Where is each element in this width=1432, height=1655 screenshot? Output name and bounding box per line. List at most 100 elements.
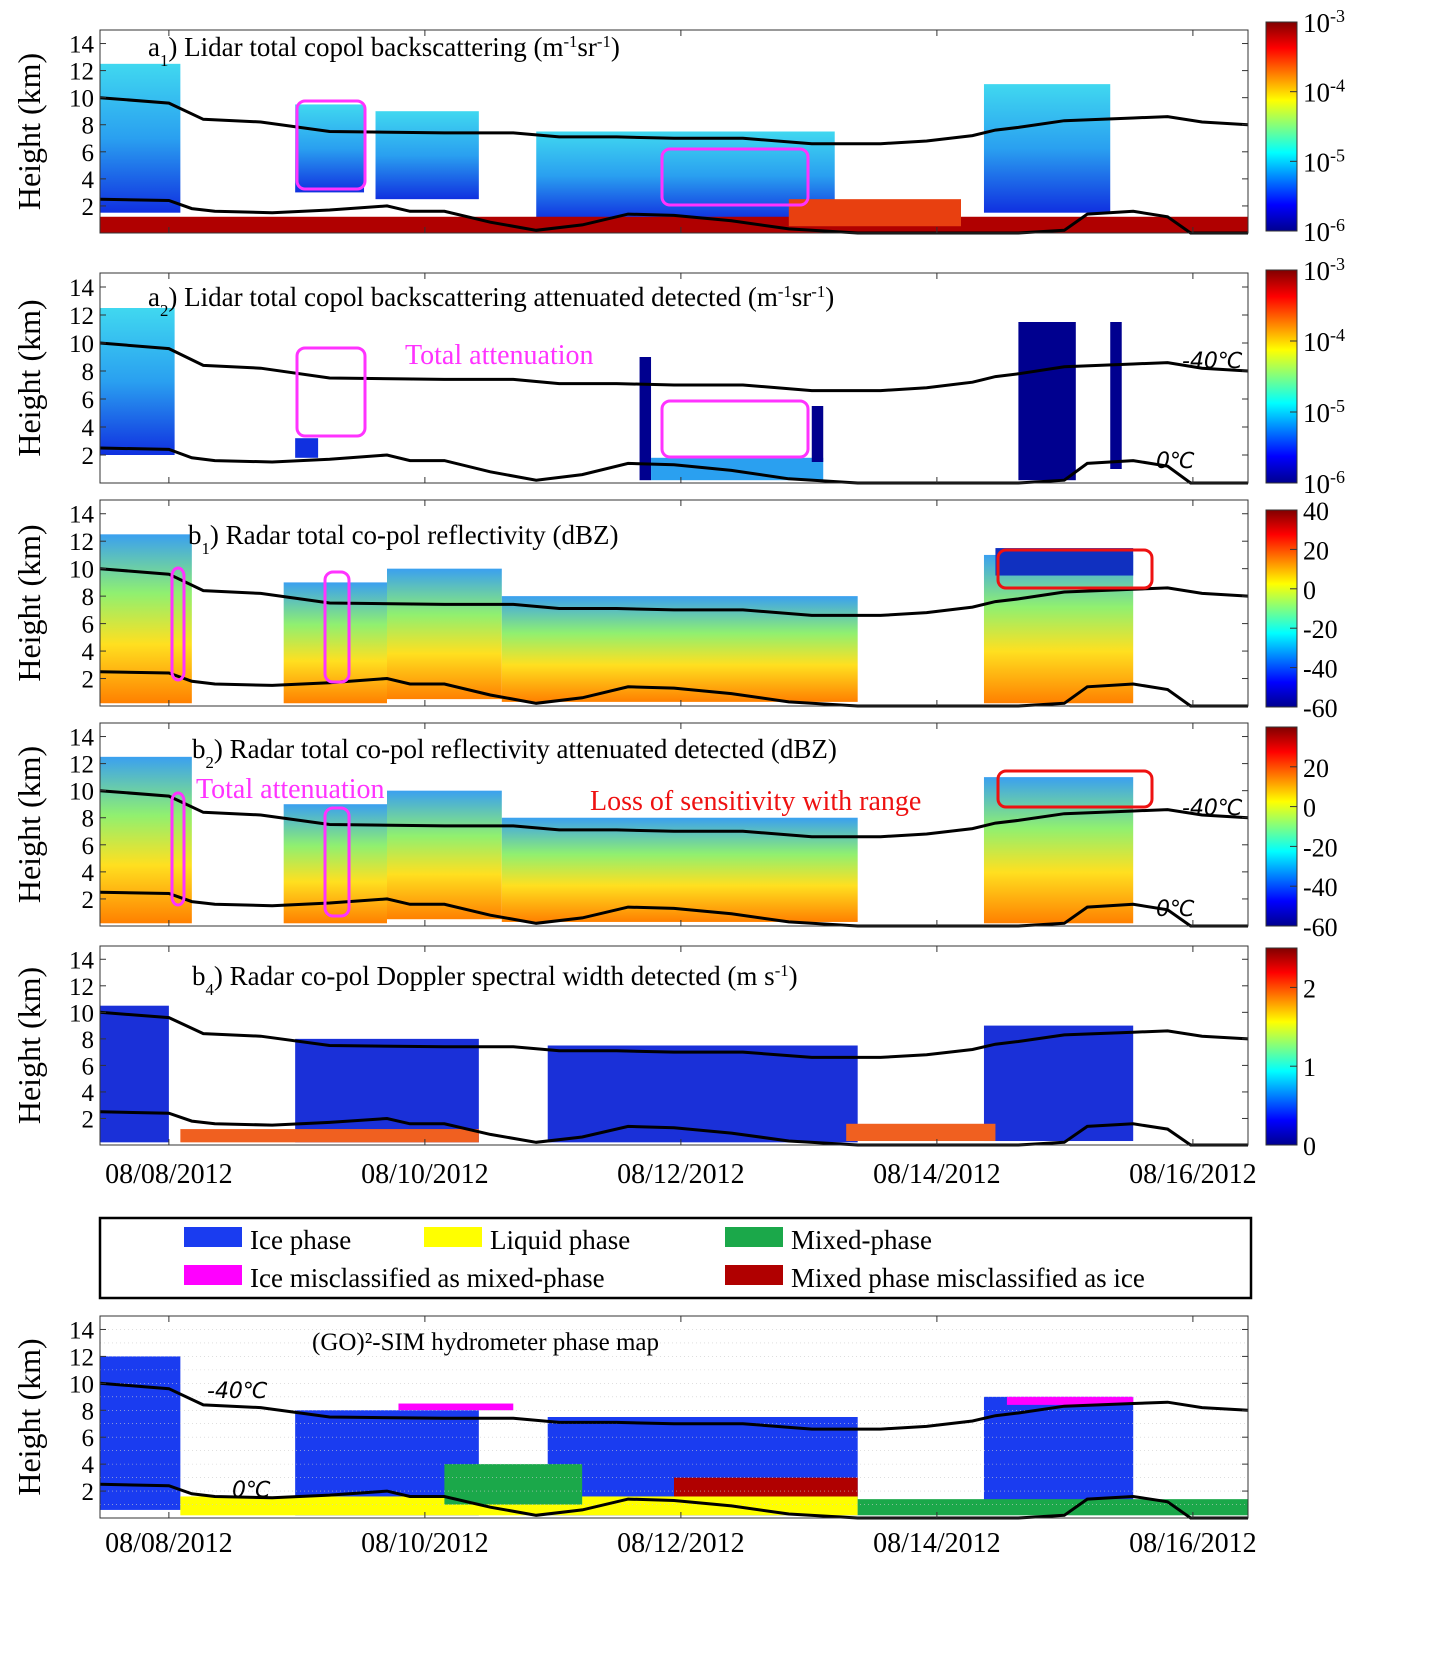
panel-title-b4: b4) Radar co-pol Doppler spectral width … <box>192 961 798 999</box>
isotherm-zero <box>99 1110 1248 1147</box>
y-tick-label: 8 <box>82 359 95 386</box>
y-tick-label: 4 <box>82 860 95 887</box>
y-tick-label: 12 <box>69 1344 94 1371</box>
y-tick-label: 10 <box>69 779 94 806</box>
plot-frame <box>99 722 1249 927</box>
y-axis-label: Height (km) <box>11 1338 47 1495</box>
isotherm-minus40 <box>99 1381 1249 1431</box>
colorbar-tick-label: -40 <box>1303 655 1338 684</box>
y-tick-label: 14 <box>69 947 95 974</box>
cloud-region <box>983 84 1111 213</box>
highlight-box <box>323 570 351 684</box>
phase-map-title: (GO)²-SIM hydrometer phase map <box>312 1329 659 1356</box>
phase-mixed-as-ice <box>674 1477 858 1497</box>
y-tick-label: 4 <box>82 1452 95 1479</box>
highlight-box <box>170 791 186 907</box>
plot-frame <box>99 272 1249 484</box>
colorbar-gradient <box>1265 269 1298 484</box>
colorbar-tick-label: 0 <box>1303 576 1316 605</box>
echo-region <box>501 817 858 922</box>
colorbar-tick-label: 10-6 <box>1303 215 1345 247</box>
legend-swatch-mixed <box>725 1227 783 1247</box>
isotherm-minus40 <box>99 96 1249 146</box>
colorbar-tick-label: 10-3 <box>1303 6 1345 38</box>
y-tick-label: 2 <box>82 1106 95 1133</box>
isotherm-minus40 <box>99 789 1249 839</box>
y-tick-label: 4 <box>82 415 95 442</box>
y-tick-label: 2 <box>82 194 95 221</box>
highlight-box <box>660 147 810 207</box>
y-tick-label: 10 <box>69 86 94 113</box>
y-tick-label: 14 <box>69 275 95 302</box>
colorbar-tick-label: 20 <box>1303 536 1329 565</box>
colorbar-tick-label: 1 <box>1303 1053 1316 1082</box>
cloud-region <box>295 104 365 193</box>
x-tick-label: 08/16/2012 <box>1129 1528 1257 1559</box>
y-axis-label: Height (km) <box>11 53 47 210</box>
colorbar-tick-label: 10-6 <box>1303 467 1345 499</box>
highlight-box <box>660 399 810 459</box>
colorbar-tick-label: -20 <box>1303 833 1338 862</box>
phase-ice-as-mixed <box>398 1403 514 1411</box>
colorbar-a2: 10-3 10-4 10-5 10-6 <box>1265 254 1345 499</box>
echo-region <box>983 554 1134 704</box>
echo-region <box>387 790 502 920</box>
isotherm-minus40 <box>99 341 1249 393</box>
legend-label-mixed: Mixed-phase <box>791 1225 932 1255</box>
y-tick-label: 2 <box>82 887 95 914</box>
colorbar-tick-label: 10-4 <box>1303 76 1345 108</box>
colorbar-b2: 20 0 -20 -40 -60 <box>1265 726 1338 942</box>
colorbar-tick-label: -40 <box>1303 873 1338 902</box>
isotherm-label-minus40: -40℃ <box>1182 796 1243 821</box>
legend-label-liquid: Liquid phase <box>490 1225 630 1255</box>
cloud-region <box>651 457 824 481</box>
phase-mixed <box>857 1499 1248 1516</box>
y-tick-label: 14 <box>69 502 95 529</box>
y-tick-label: 8 <box>82 113 95 140</box>
y-tick-label: 8 <box>82 806 95 833</box>
cloud-region <box>639 357 652 481</box>
y-tick-label: 12 <box>69 59 94 86</box>
colorbar-tick-label: 10-3 <box>1303 254 1345 286</box>
isotherm-zero <box>99 890 1248 928</box>
legend-frame <box>98 1216 1253 1300</box>
cloud-region <box>375 111 479 200</box>
isotherm-label-minus40: -40℃ <box>1182 349 1243 374</box>
panel-title-a1: a1) Lidar total copol backscattering (m-… <box>148 32 620 70</box>
highlight-box <box>295 346 367 438</box>
isotherm-minus40 <box>99 567 1249 617</box>
echo-region <box>995 548 1134 576</box>
panel-title-b1: b1) Radar total co-pol reflectivity (dBZ… <box>188 520 618 558</box>
y-tick-label: 14 <box>69 32 95 59</box>
y-tick-label: 6 <box>82 612 95 639</box>
annotation-loss-of-sensitivity: Loss of sensitivity with range <box>590 786 921 817</box>
y-tick-label: 4 <box>82 1080 95 1107</box>
echo-region <box>387 568 502 700</box>
echo-region <box>501 596 858 702</box>
isotherm-zero <box>99 670 1248 708</box>
x-tick-label: 08/10/2012 <box>361 1528 489 1559</box>
isotherm-label-minus40: -40℃ <box>207 1379 268 1404</box>
cloud-region <box>295 438 319 458</box>
legend-label-mixed_as_ice: Mixed phase misclassified as ice <box>791 1263 1145 1293</box>
y-tick-label: 6 <box>82 387 95 414</box>
y-tick-label: 2 <box>82 667 95 694</box>
y-tick-label: 12 <box>69 974 94 1001</box>
highlight-box <box>170 566 186 682</box>
x-tick-label: 08/14/2012 <box>873 1528 1001 1559</box>
x-tick-label: 08/14/2012 <box>873 1159 1001 1190</box>
colorbar-tick-label: 10-5 <box>1303 145 1345 177</box>
colorbar-b1: 40 20 0 -20 -40 -60 <box>1265 497 1338 723</box>
colorbar-tick-label: 40 <box>1303 497 1329 526</box>
y-tick-label: 10 <box>69 557 94 584</box>
y-tick-label: 10 <box>69 1000 94 1027</box>
colorbar-tick-label: 0 <box>1303 1132 1316 1161</box>
colorbar-gradient <box>1265 21 1298 232</box>
x-tick-label: 08/10/2012 <box>361 1159 489 1190</box>
isotherm-minus40 <box>99 1010 1249 1059</box>
colorbar-tick-label: 0 <box>1303 794 1316 823</box>
isotherm-zero <box>99 197 1248 235</box>
